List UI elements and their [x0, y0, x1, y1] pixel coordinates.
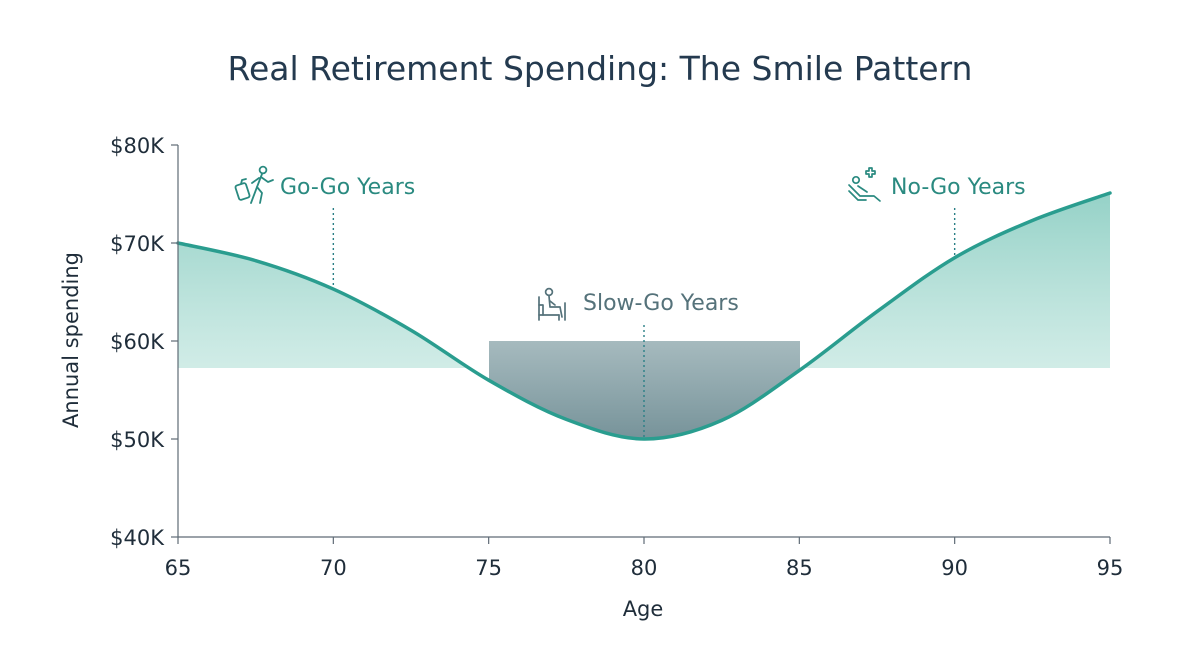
annotation-go-go: Go-Go Years	[234, 165, 415, 204]
axes: $40K $50K $60K $70K $80K 65 70 75 80 85 90 95	[110, 134, 1123, 580]
traveler-with-suitcase-icon	[234, 165, 274, 204]
annotation-slow-go: Slow-Go Years	[538, 287, 739, 321]
y-tick-label: $70K	[110, 232, 165, 256]
y-tick-label: $60K	[110, 330, 165, 354]
annotation-no-go: No-Go Years	[848, 167, 1026, 202]
annotation-label-slow-go: Slow-Go Years	[583, 291, 739, 316]
y-ticks: $40K $50K $60K $70K $80K	[110, 134, 178, 550]
x-tick-label: 70	[320, 556, 347, 580]
x-tick-label: 85	[786, 556, 813, 580]
y-tick-label: $40K	[110, 526, 165, 550]
y-tick-label: $50K	[110, 428, 165, 452]
annotation-label-go-go: Go-Go Years	[280, 175, 415, 200]
x-tick-label: 95	[1097, 556, 1124, 580]
x-tick-label: 65	[165, 556, 192, 580]
y-tick-label: $80K	[110, 134, 165, 158]
person-in-armchair-icon	[538, 287, 566, 321]
annotation-leader-lines	[332, 208, 956, 437]
x-axis-title: Age	[623, 597, 664, 621]
x-ticks: 65 70 75 80 85 90 95	[165, 537, 1124, 580]
x-tick-label: 75	[475, 556, 502, 580]
annotation-label-no-go: No-Go Years	[891, 175, 1026, 200]
phase-annotations: Go-Go Years Slow-Go Years No-Go	[234, 165, 1026, 321]
reclining-patient-medical-cross-icon	[848, 167, 881, 202]
y-axis-title: Annual spending	[59, 252, 83, 428]
x-tick-label: 90	[941, 556, 968, 580]
area-fill-upper	[178, 193, 1110, 368]
x-tick-label: 80	[631, 556, 658, 580]
chart-title: Real Retirement Spending: The Smile Patt…	[228, 49, 973, 88]
series-line	[176, 191, 1112, 441]
